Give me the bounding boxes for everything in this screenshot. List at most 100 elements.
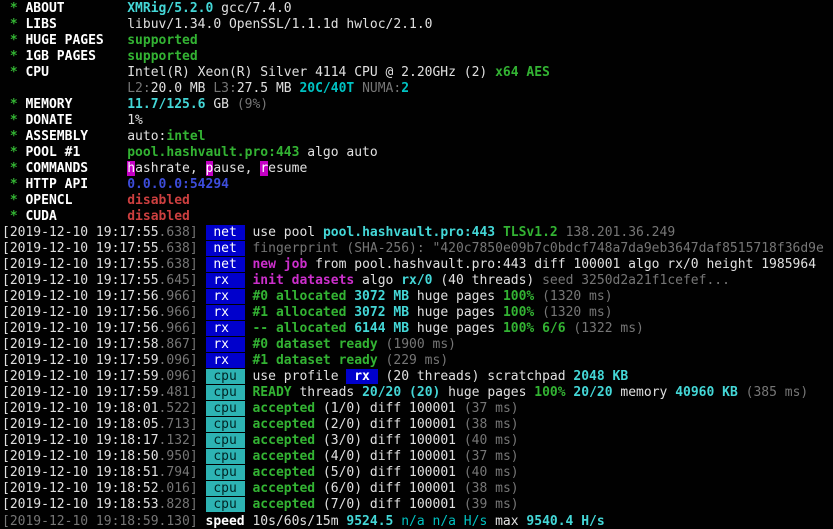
log-rx-dataset-0: [2019-12-10 19:17:58.867] rx #0 dataset … <box>2 337 833 353</box>
text-segment: 100% <box>502 305 535 321</box>
text-segment: threads <box>291 385 363 401</box>
log-rx-dataset-1: [2019-12-10 19:17:59.096] rx #1 dataset … <box>2 353 833 369</box>
text-segment: (9%) <box>236 97 269 113</box>
summary-donate: * DONATE 1% <box>2 113 833 129</box>
text-segment: (40 threads) <box>432 273 535 289</box>
log-cpu-accepted-3: [2019-12-10 19:18:17.132] cpu accepted (… <box>2 433 833 449</box>
text-segment: use profile <box>244 369 347 385</box>
text-segment: supported <box>127 49 198 65</box>
text-segment: speed <box>205 513 245 529</box>
text-segment <box>198 465 206 480</box>
text-segment: * <box>2 65 26 81</box>
text-segment: HTTP API <box>25 177 128 193</box>
log-cpu-use-profile: [2019-12-10 19:17:59.096] cpu use profil… <box>2 369 833 385</box>
text-segment: 3072 MB <box>354 289 410 305</box>
text-segment: READY <box>252 385 292 401</box>
text-segment: .096] <box>158 369 198 385</box>
text-segment: .638] <box>158 257 198 273</box>
text-segment: (39 ms) <box>456 497 519 513</box>
text-segment: 20C/40T <box>299 81 363 97</box>
log-net-fingerprint: [2019-12-10 19:17:55.638] net fingerprin… <box>2 241 833 257</box>
text-segment: * <box>2 209 26 225</box>
text-segment: ABOUT <box>25 1 128 16</box>
text-segment: MEMORY <box>25 97 128 113</box>
text-segment: auto: <box>127 129 167 145</box>
log-rx-alloc-1: [2019-12-10 19:17:56.966] rx #1 allocate… <box>2 305 833 321</box>
text-segment: * <box>2 97 26 113</box>
text-segment: [2019-12-10 19:18:01 <box>2 401 159 417</box>
text-segment: gcc/7.4.0 <box>213 1 292 16</box>
text-segment: .096] <box>158 353 198 369</box>
summary-opencl: * OPENCL disabled <box>2 193 833 209</box>
text-segment: huge pages <box>409 305 503 321</box>
text-segment: pool.hashvault.pro:443 <box>322 225 496 241</box>
text-segment: #1 dataset ready <box>252 353 378 369</box>
text-segment: * <box>2 33 26 49</box>
text-segment: 20/20 (20) <box>362 385 441 401</box>
text-segment: [2019-12-10 19:17:56 <box>2 305 159 321</box>
text-segment: 138.201.36.249 <box>557 225 676 241</box>
log-rx-alloc-0: [2019-12-10 19:17:56.966] rx #0 allocate… <box>2 289 833 305</box>
text-segment: ause, <box>213 161 261 177</box>
text-segment: max <box>487 513 527 529</box>
text-segment: r <box>260 161 269 177</box>
text-segment: huge pages <box>409 321 503 337</box>
text-segment <box>198 385 206 400</box>
text-segment: x64 AES <box>495 65 550 81</box>
text-segment: .966] <box>158 321 198 337</box>
text-segment: 3072 MB <box>354 305 410 321</box>
text-segment: .016] <box>158 481 198 497</box>
summary-libs: * LIBS libuv/1.34.0 OpenSSL/1.1.1d hwloc… <box>2 17 833 33</box>
text-segment: #0 dataset ready <box>252 337 378 353</box>
text-segment: (20 threads) scratchpad <box>377 369 574 385</box>
text-segment: GB <box>205 97 237 113</box>
text-segment: net <box>205 225 245 241</box>
text-segment <box>198 241 206 256</box>
text-segment <box>198 273 206 288</box>
text-segment: cpu <box>205 369 245 385</box>
log-net-use-pool: [2019-12-10 19:17:55.638] net use pool p… <box>2 225 833 241</box>
text-segment: * <box>2 161 26 177</box>
summary-cuda: * CUDA disabled <box>2 209 833 225</box>
text-segment <box>198 514 206 529</box>
text-segment: p <box>205 161 214 177</box>
text-segment: [2019-12-10 19:18:51 <box>2 465 159 481</box>
text-segment: h <box>127 161 136 177</box>
text-segment: rx <box>205 289 245 305</box>
text-segment: #0 allocated <box>252 289 355 305</box>
text-segment: algo <box>354 273 402 289</box>
text-segment: (4/0) diff 100001 <box>315 449 456 465</box>
text-segment: CPU <box>25 65 128 81</box>
text-segment: accepted <box>252 449 316 465</box>
text-segment <box>198 289 206 304</box>
text-segment: [2019-12-10 19:17:59 <box>2 385 159 401</box>
text-segment <box>198 353 206 368</box>
text-segment: cpu <box>205 449 245 465</box>
text-segment: #1 allocated <box>252 305 355 321</box>
text-segment: rx <box>205 321 245 337</box>
text-segment: 27.5 MB <box>236 81 300 97</box>
text-segment: cpu <box>205 465 245 481</box>
text-segment: rx <box>205 273 245 289</box>
text-segment: accepted <box>252 417 316 433</box>
summary-commands: * COMMANDS hashrate, pause, resume <box>2 161 833 177</box>
text-segment: esume <box>268 161 308 177</box>
text-segment: [2019-12-10 19:17:59 <box>2 369 159 385</box>
text-segment: .950] <box>158 449 198 465</box>
text-segment: n/a n/a H/s <box>401 513 488 529</box>
text-segment: cpu <box>205 481 245 497</box>
text-segment: (40 ms) <box>456 433 519 449</box>
text-segment: new job <box>252 257 308 273</box>
text-segment: .638] <box>158 241 198 257</box>
text-segment: * <box>2 177 26 193</box>
text-segment <box>393 514 401 529</box>
text-segment: (2/0) diff 100001 <box>315 417 456 433</box>
log-cpu-accepted-7: [2019-12-10 19:18:53.828] cpu accepted (… <box>2 497 833 513</box>
text-segment: rx <box>205 353 245 369</box>
text-segment: OPENCL <box>25 193 128 209</box>
text-segment: [2019-12-10 19:18:50 <box>2 449 159 465</box>
summary-assembly: * ASSEMBLY auto:intel <box>2 129 833 145</box>
text-segment: [2019-12-10 19:17:55 <box>2 241 159 257</box>
log-cpu-ready: [2019-12-10 19:17:59.481] cpu READY thre… <box>2 385 833 401</box>
text-segment: [2019-12-10 19:17:56 <box>2 289 159 305</box>
